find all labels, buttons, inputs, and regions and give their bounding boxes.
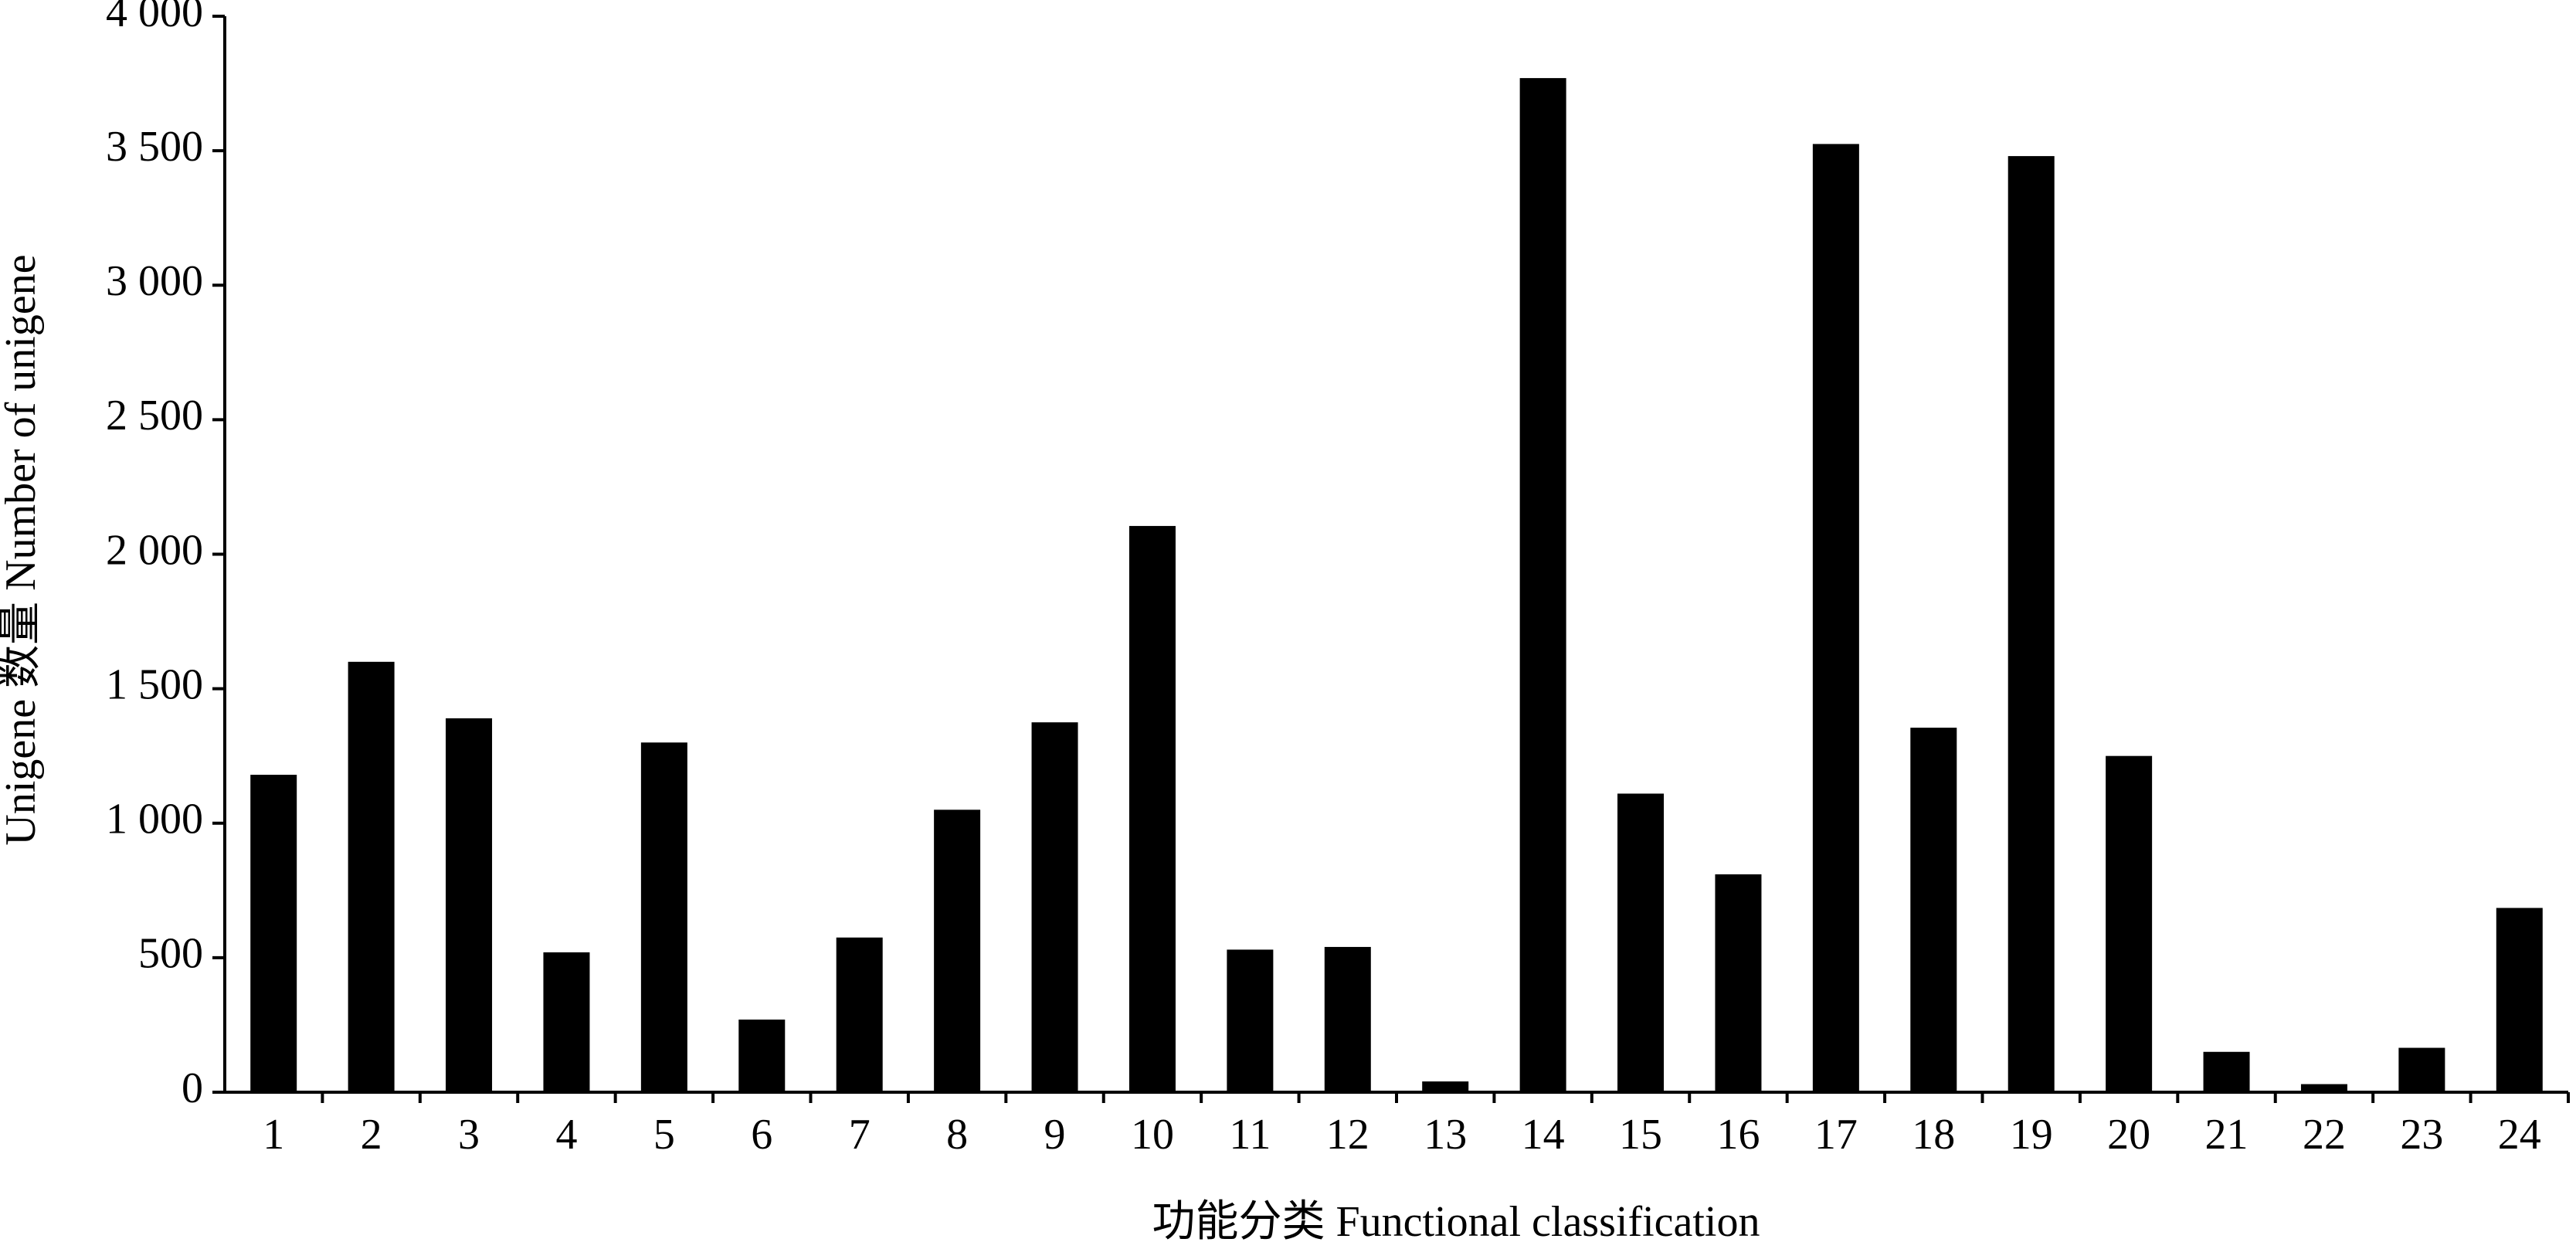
x-tick-label: 11 [1229,1111,1271,1159]
bar [250,775,297,1092]
x-tick-label: 4 [555,1111,577,1159]
y-axis-label: Unigene 数量 Number of unigene [0,254,45,845]
bar [1617,793,1665,1092]
bar [1910,728,1957,1092]
bar [836,937,883,1092]
x-axis-label: 功能分类 Functional classification [1152,1198,1760,1246]
x-tick-label: 23 [2400,1111,2443,1159]
y-tick-label: 500 [138,930,203,978]
y-tick-label: 1 000 [106,796,203,843]
bar [446,718,493,1092]
x-tick-label: 19 [2010,1111,2053,1159]
x-tick-label: 2 [361,1111,382,1159]
bar [1519,78,1566,1092]
bar [2398,1047,2445,1092]
x-tick-label: 7 [849,1111,871,1159]
x-tick-label: 12 [1326,1111,1369,1159]
y-tick-label: 2 000 [106,526,203,574]
bar [1715,874,1762,1092]
y-tick-label: 3 000 [106,257,203,305]
bar [543,952,590,1092]
x-tick-label: 16 [1716,1111,1760,1159]
bar [348,661,395,1092]
x-tick-label: 15 [1619,1111,1662,1159]
x-tick-label: 22 [2303,1111,2346,1159]
bar [1031,722,1078,1092]
bar [738,1019,786,1092]
y-tick-label: 0 [182,1064,203,1112]
y-tick-label: 1 500 [106,660,203,708]
bar [1422,1081,1469,1092]
x-tick-label: 10 [1131,1111,1174,1159]
x-tick-label: 5 [653,1111,675,1159]
x-tick-label: 9 [1044,1111,1066,1159]
bar [2496,908,2543,1092]
x-tick-label: 6 [751,1111,772,1159]
bar [934,809,981,1092]
x-tick-label: 24 [2498,1111,2541,1159]
bar [1128,525,1176,1092]
x-tick-label: 20 [2107,1111,2150,1159]
bar [640,742,687,1092]
y-tick-label: 2 500 [106,392,203,440]
bar [2008,156,2055,1093]
bar [1324,946,1371,1092]
y-tick-label: 3 500 [106,123,203,171]
x-tick-label: 21 [2205,1111,2248,1159]
x-tick-label: 1 [263,1111,284,1159]
x-tick-label: 18 [1912,1111,1955,1159]
x-tick-label: 13 [1424,1111,1467,1159]
x-tick-label: 17 [1814,1111,1858,1159]
y-tick-label: 4 000 [106,0,203,36]
bar [2106,755,2153,1092]
x-tick-label: 8 [946,1111,968,1159]
x-tick-label: 14 [1522,1111,1565,1159]
x-tick-label: 3 [458,1111,480,1159]
bar [1227,949,1274,1092]
bar [2300,1084,2347,1092]
bar [2203,1051,2250,1092]
bar [1812,144,1859,1093]
